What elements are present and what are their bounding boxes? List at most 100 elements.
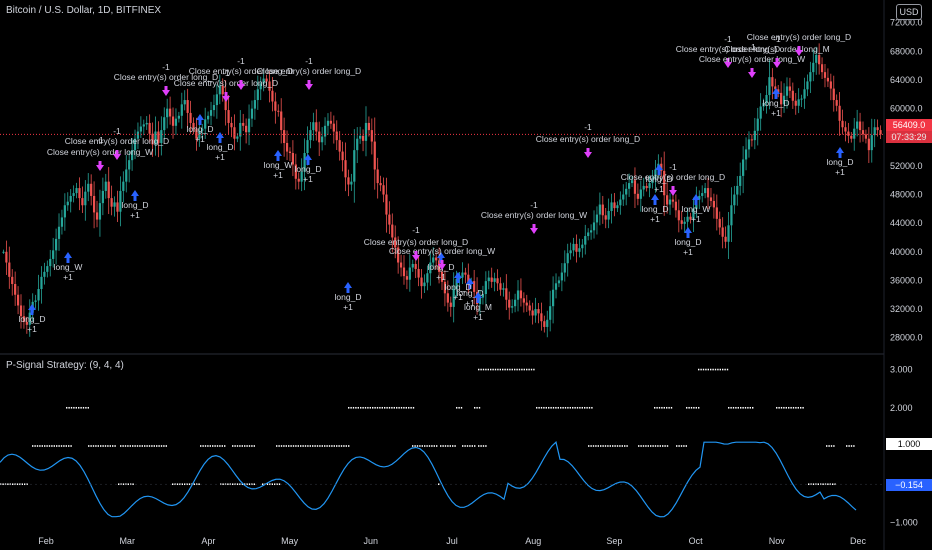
signal-dot bbox=[478, 445, 480, 447]
candle-body bbox=[186, 100, 189, 113]
signal-dot bbox=[642, 445, 645, 447]
signal-dot bbox=[462, 445, 464, 447]
candle-body bbox=[742, 159, 745, 176]
candle-body bbox=[765, 95, 768, 103]
signal-dot bbox=[476, 406, 478, 409]
candle-body bbox=[753, 130, 756, 141]
indicator-title[interactable]: P-Signal Strategy: (9, 4, 4) bbox=[6, 360, 124, 371]
signal-dot bbox=[790, 406, 792, 409]
signal-dot bbox=[274, 483, 276, 486]
signal-dot bbox=[828, 445, 830, 447]
candle-body bbox=[499, 283, 502, 290]
oscillator-axis-tick: −1.000 bbox=[890, 517, 918, 527]
candle-body bbox=[142, 124, 145, 127]
close-entry-label: Close entry(s) order long_D bbox=[257, 66, 361, 76]
signal-dot bbox=[526, 368, 528, 371]
signal-dot bbox=[850, 445, 853, 447]
close-entry-qty: -1 bbox=[530, 200, 538, 210]
price-axis-tick: 60000.0 bbox=[890, 104, 923, 114]
signal-dot bbox=[433, 445, 435, 447]
signal-dot bbox=[288, 445, 290, 447]
signal-dot bbox=[234, 445, 236, 447]
candle-body bbox=[379, 183, 382, 186]
candle-body bbox=[221, 85, 224, 95]
signal-dot bbox=[466, 445, 469, 447]
signal-dot bbox=[569, 406, 571, 409]
candle-body bbox=[525, 302, 528, 306]
candle-body bbox=[268, 81, 271, 91]
signal-dot bbox=[492, 368, 494, 371]
candle-body bbox=[22, 316, 26, 322]
arrow-down-icon bbox=[724, 58, 732, 68]
candle-body bbox=[303, 153, 306, 172]
signal-dot bbox=[785, 406, 787, 409]
candle-body bbox=[867, 138, 870, 151]
candle-body bbox=[25, 321, 28, 325]
candle-body bbox=[253, 100, 257, 109]
signal-dot bbox=[536, 406, 538, 409]
signal-dot bbox=[388, 406, 391, 409]
signal-dot bbox=[458, 406, 460, 409]
signal-dot bbox=[848, 445, 850, 447]
signal-dot bbox=[120, 445, 122, 447]
candle-body bbox=[245, 125, 248, 133]
signal-dot bbox=[262, 483, 264, 486]
currency-button[interactable]: USD bbox=[896, 4, 922, 20]
signal-dot bbox=[419, 445, 421, 447]
signal-dot bbox=[39, 445, 41, 447]
signal-dot bbox=[160, 445, 163, 447]
close-entry-qty: -1 bbox=[113, 126, 121, 136]
long-entry-label: long_D bbox=[675, 237, 702, 247]
candle-body bbox=[338, 140, 341, 152]
candle-body bbox=[680, 220, 683, 224]
close-entry-qty: -1 bbox=[773, 34, 781, 44]
candle-body bbox=[294, 164, 297, 179]
candle-body bbox=[72, 193, 75, 196]
signal-dot bbox=[393, 406, 395, 409]
signal-dot bbox=[705, 368, 707, 371]
signal-dot bbox=[449, 445, 451, 447]
signal-dot bbox=[122, 483, 125, 486]
candle-body bbox=[388, 214, 391, 225]
signal-dot bbox=[372, 406, 374, 409]
candle-body bbox=[230, 122, 233, 128]
signal-dot bbox=[464, 445, 466, 447]
signal-dot bbox=[239, 483, 241, 486]
candle-body bbox=[16, 294, 20, 306]
signal-dot bbox=[480, 368, 482, 371]
arrow-up-icon bbox=[28, 304, 36, 315]
arrow-down-icon bbox=[669, 186, 677, 196]
candle-body bbox=[622, 194, 625, 200]
signal-dot bbox=[657, 445, 659, 447]
signal-dot bbox=[331, 445, 333, 447]
candle-body bbox=[432, 257, 435, 263]
signal-dot bbox=[295, 445, 297, 447]
candle-body bbox=[692, 208, 695, 220]
candle-body bbox=[297, 178, 300, 182]
time-axis-tick: Dec bbox=[850, 536, 867, 546]
candle-body bbox=[218, 85, 221, 95]
candle-body bbox=[689, 216, 692, 220]
candle-body bbox=[511, 306, 514, 308]
candle-body bbox=[376, 169, 379, 184]
candle-body bbox=[224, 94, 227, 111]
candle-body bbox=[335, 131, 338, 141]
candle-body bbox=[259, 83, 262, 90]
candle-body bbox=[49, 258, 52, 267]
candle-body bbox=[198, 130, 201, 139]
signal-dot bbox=[127, 483, 129, 486]
signal-dot bbox=[624, 445, 626, 447]
signal-dot bbox=[340, 445, 343, 447]
candle-body bbox=[613, 202, 616, 209]
close-entry-label: Close entry(s) order long_D bbox=[189, 66, 293, 76]
signal-dot bbox=[783, 406, 785, 409]
signal-dot bbox=[239, 445, 241, 447]
signal-dot bbox=[562, 406, 564, 409]
signal-dot bbox=[822, 483, 824, 486]
arrow-up-icon bbox=[684, 227, 692, 238]
signal-dot bbox=[548, 406, 550, 409]
signal-dot bbox=[151, 445, 153, 447]
signal-dot bbox=[656, 406, 658, 409]
candle-body bbox=[856, 121, 859, 129]
